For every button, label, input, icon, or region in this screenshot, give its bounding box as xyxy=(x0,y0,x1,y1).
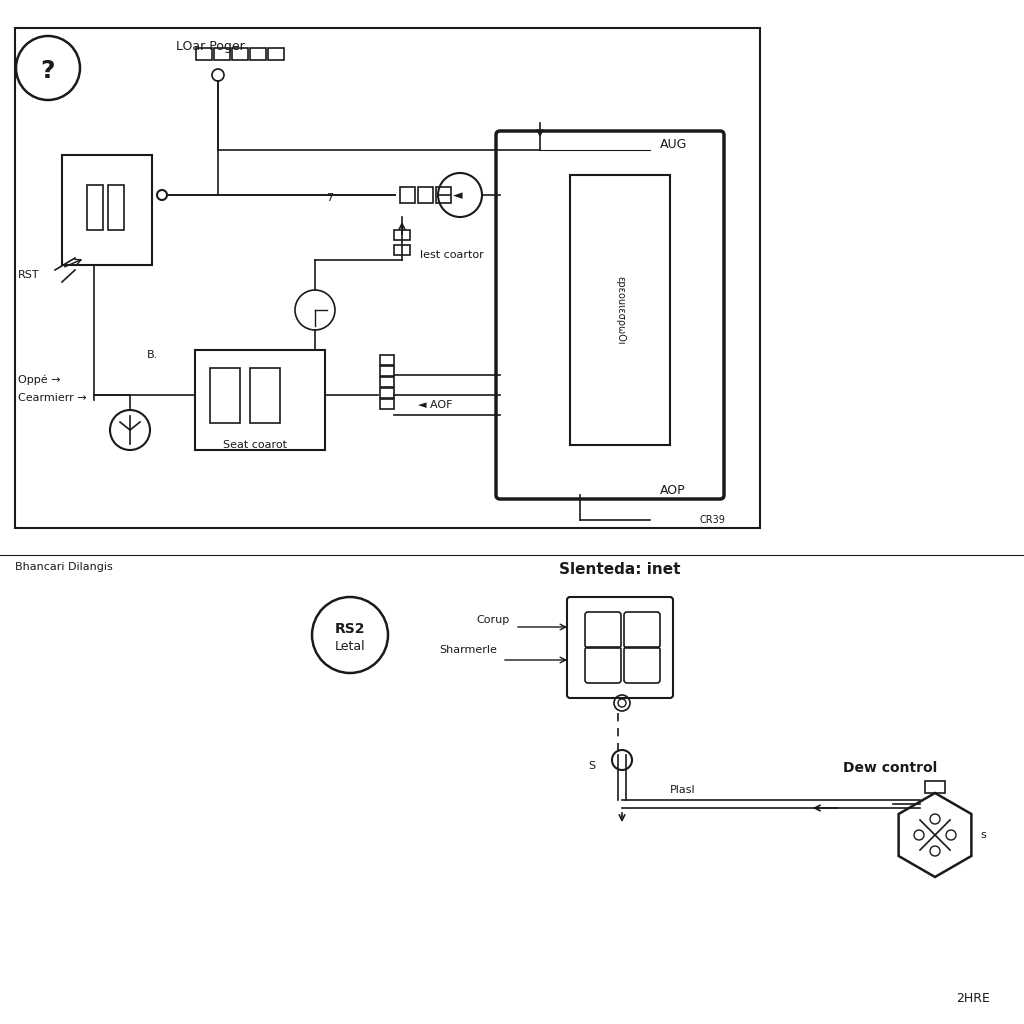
Text: ◄ AOF: ◄ AOF xyxy=(418,400,453,410)
Bar xyxy=(195,350,325,450)
Bar xyxy=(436,187,451,203)
Bar xyxy=(570,175,670,445)
Text: CR39: CR39 xyxy=(699,515,725,525)
Bar xyxy=(400,187,415,203)
Text: Dew control: Dew control xyxy=(843,761,937,775)
Bar xyxy=(214,48,230,60)
Bar xyxy=(15,28,760,528)
Bar xyxy=(380,399,394,409)
Bar xyxy=(394,230,410,240)
Bar xyxy=(87,185,103,230)
Text: B.: B. xyxy=(147,350,159,360)
Bar xyxy=(418,187,433,203)
Text: ◄: ◄ xyxy=(454,189,463,203)
Bar xyxy=(108,185,124,230)
Text: RS2: RS2 xyxy=(335,622,366,636)
Text: ?: ? xyxy=(41,59,55,83)
Bar xyxy=(380,355,394,365)
Text: lest coartor: lest coartor xyxy=(420,250,483,260)
Text: Corup: Corup xyxy=(477,615,510,625)
Bar xyxy=(250,368,280,423)
Bar xyxy=(380,388,394,398)
Text: 7: 7 xyxy=(327,193,334,203)
Bar xyxy=(380,377,394,387)
Bar xyxy=(380,366,394,376)
Text: LOar Poger: LOar Poger xyxy=(176,40,245,53)
Text: Bhancari Dilangis: Bhancari Dilangis xyxy=(15,562,113,572)
Bar xyxy=(925,781,945,793)
Text: εpεouιεσρωOı: εpεouιεσρωOı xyxy=(615,275,625,344)
Text: Oppé →: Oppé → xyxy=(18,375,60,385)
Text: Sharmerle: Sharmerle xyxy=(439,645,497,655)
Text: 2HRE: 2HRE xyxy=(956,992,990,1005)
Bar xyxy=(232,48,248,60)
Text: RST: RST xyxy=(18,270,40,280)
Bar xyxy=(268,48,284,60)
Text: s: s xyxy=(980,830,986,840)
Bar xyxy=(210,368,240,423)
Text: Slenteda: inet: Slenteda: inet xyxy=(559,562,681,577)
Bar xyxy=(196,48,212,60)
Text: Letal: Letal xyxy=(335,640,366,653)
Text: S: S xyxy=(588,761,595,771)
Text: Plasl: Plasl xyxy=(670,785,695,795)
Bar xyxy=(394,245,410,255)
Text: AUG: AUG xyxy=(660,138,687,152)
Text: Seat coarot: Seat coarot xyxy=(223,440,287,450)
Text: Cearmierr →: Cearmierr → xyxy=(18,393,87,403)
Text: AOP: AOP xyxy=(660,483,686,497)
Bar xyxy=(62,155,152,265)
Bar xyxy=(250,48,266,60)
